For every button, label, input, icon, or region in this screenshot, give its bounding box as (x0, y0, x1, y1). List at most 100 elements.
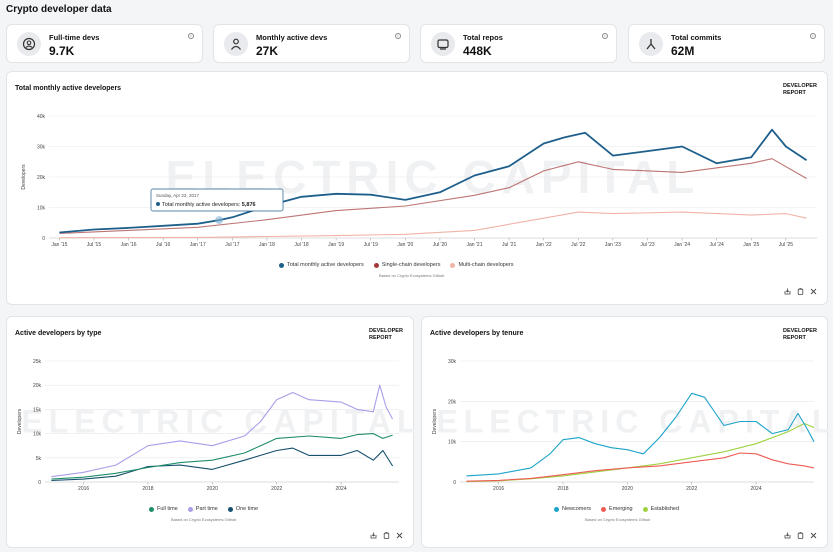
x-share-icon[interactable] (810, 288, 817, 295)
chart-title: Total monthly active developers (15, 85, 122, 92)
copy-icon[interactable] (383, 532, 390, 539)
y-tick-label: 20k (33, 383, 42, 389)
legend-item[interactable]: Multi-chain developers (450, 262, 513, 268)
legend-item[interactable]: Full time (149, 506, 178, 512)
stat-value: 448K (463, 44, 492, 58)
y-tick-label: 5k (36, 456, 42, 462)
x-tick-label: Jan '22 (536, 242, 552, 248)
stat-card-total-commits: Total commits 62M i (628, 24, 825, 63)
series-line (466, 392, 815, 477)
legend-item[interactable]: Newcomers (554, 506, 591, 512)
person-icon (224, 32, 248, 56)
x-tick-label: Jan '16 (121, 242, 137, 248)
x-tick-label: Jul '23 (640, 242, 655, 248)
chart-total-monthly: ELECTRIC CAPITAL010k20k30k40kDevelopersJ… (21, 114, 817, 248)
y-tick-label: 20k (37, 175, 46, 181)
user-badge-icon (17, 32, 41, 56)
tooltip-date: Sunday, Apr 23, 2017 (156, 193, 199, 198)
stat-value: 9.7K (49, 44, 75, 58)
info-icon[interactable]: i (602, 33, 608, 39)
x-share-icon[interactable] (810, 532, 817, 539)
x-tick-label: Jul '24 (710, 242, 725, 248)
chart-title: Active developers by tenure (430, 330, 524, 337)
x-tick-label: Jan '18 (259, 242, 275, 248)
info-icon[interactable]: i (810, 33, 816, 39)
y-tick-label: 10k (37, 206, 46, 212)
chart-actions (784, 532, 817, 539)
x-tick-label: Jul '22 (571, 242, 586, 248)
stat-value: 62M (671, 44, 695, 58)
x-tick-label: 2024 (336, 486, 347, 492)
chart-actions (784, 288, 817, 295)
x-tick-label: 2020 (622, 486, 633, 492)
x-tick-label: 2020 (207, 486, 218, 492)
x-tick-label: Jan '17 (190, 242, 206, 248)
legend-item[interactable]: Part time (187, 506, 218, 512)
x-tick-label: 2022 (271, 486, 282, 492)
chart-panel-total: Total monthly active developers DEVELOPE… (6, 71, 828, 305)
x-tick-label: Jul '21 (502, 242, 517, 248)
source-note: Based on Crypto Ecosystems Github (171, 517, 237, 522)
legend-item[interactable]: Established (642, 506, 679, 512)
x-share-icon[interactable] (396, 532, 403, 539)
x-tick-label: Jul '19 (364, 242, 379, 248)
info-icon[interactable]: i (188, 33, 194, 39)
series-line (51, 433, 393, 480)
legend-item[interactable]: Total monthly active developers (279, 262, 364, 268)
tooltip-value: 5,876 (242, 202, 256, 208)
chart-by-tenure: ELECTRIC CAPITAL 0 10k 20k 30k Developers 2016… (432, 359, 829, 492)
x-tick-label: Jan '25 (743, 242, 759, 248)
developer-report-logo: DEVELOPER REPORT (783, 83, 817, 96)
legend-item[interactable]: Single-chain developers (373, 262, 440, 268)
y-axis-label: Developers (432, 408, 438, 434)
download-icon[interactable] (370, 532, 377, 539)
tooltip-marker (215, 216, 224, 225)
stat-label: Full-time devs (49, 33, 100, 42)
stat-label: Total commits (671, 33, 722, 42)
developer-report-logo: DEVELOPER REPORT (369, 328, 403, 341)
download-icon[interactable] (784, 532, 791, 539)
y-axis-label: Developers (21, 164, 27, 190)
x-tick-label: Jan '21 (467, 242, 483, 248)
x-tick-label: 2022 (686, 486, 697, 492)
x-tick-label: Jul '20 (433, 242, 448, 248)
y-tick-label: 30k (37, 145, 46, 151)
chart-title: Active developers by type (15, 330, 102, 337)
copy-icon[interactable] (797, 532, 804, 539)
info-icon[interactable]: i (395, 33, 401, 39)
stat-card-full-time: Full-time devs 9.7K i (6, 24, 203, 63)
stat-label: Total repos (463, 33, 503, 42)
x-tick-label: 2024 (751, 486, 762, 492)
copy-icon[interactable] (797, 288, 804, 295)
y-tick-label: 25k (33, 359, 42, 365)
x-tick-label: Jan '20 (397, 242, 413, 248)
tooltip-box (150, 188, 284, 212)
chart-legend: Full time Part time One time (149, 506, 258, 512)
y-tick-label: 40k (37, 114, 46, 120)
y-tick-label: 10k (33, 432, 42, 438)
y-tick-label: 0 (42, 236, 45, 242)
x-tick-label: Jan '23 (605, 242, 621, 248)
series-line (466, 452, 815, 482)
x-tick-label: 2016 (78, 486, 89, 492)
source-note: Based on Crypto Ecosystems Github (379, 273, 445, 278)
legend-item[interactable]: Emerging (601, 506, 633, 512)
x-tick-label: Jul '15 (87, 242, 102, 248)
commit-icon (639, 32, 663, 56)
y-tick-label: 0 (453, 480, 456, 486)
repo-icon (431, 32, 455, 56)
download-icon[interactable] (784, 288, 791, 295)
chart-actions (370, 532, 403, 539)
series-line (51, 384, 394, 478)
chart-legend: Total monthly active developers Single-c… (279, 262, 513, 268)
stat-label: Monthly active devs (256, 33, 328, 42)
chart-panel-by-tenure: Active developers by tenure DEVELOPER RE… (421, 316, 829, 548)
series-line (59, 211, 807, 239)
y-tick-label: 30k (448, 359, 457, 365)
page-title: Crypto developer data (6, 4, 112, 15)
x-tick-label: Jul '18 (294, 242, 309, 248)
legend-item[interactable]: One time (227, 506, 258, 512)
y-tick-label: 20k (448, 399, 457, 405)
x-tick-label: Jul '25 (779, 242, 794, 248)
stat-card-monthly-active: Monthly active devs 27K i (213, 24, 410, 63)
